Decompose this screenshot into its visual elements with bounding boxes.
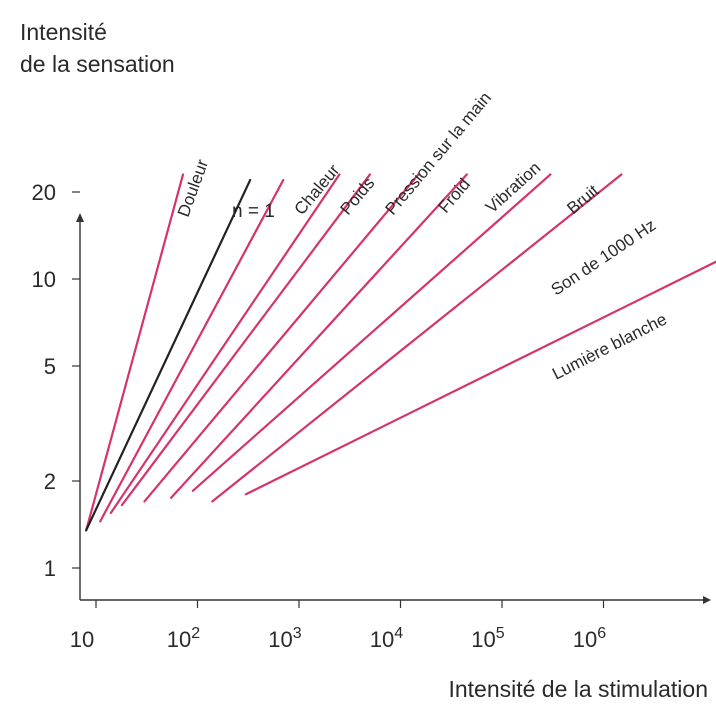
y-tick-label-2: 5 (44, 354, 56, 379)
series-label-5: Froid (435, 175, 474, 217)
x-tick-label-3: 104 (370, 625, 403, 652)
series-label-7: Bruit (563, 181, 602, 218)
x-axis-arrow (703, 596, 711, 604)
series-line-4 (120, 173, 372, 507)
series-line-3 (109, 173, 341, 515)
series-line-8 (211, 173, 623, 503)
y-tick-label-3: 10 (32, 267, 56, 292)
series-label-1: n = 1 (232, 201, 275, 222)
series-label-2: Chaleur (291, 160, 344, 218)
x-tick-label-0: 10 (70, 627, 94, 652)
x-tick-label-1: 102 (167, 625, 200, 652)
series-line-5 (143, 173, 420, 503)
series-line-6 (170, 173, 468, 499)
x-tick-label-2: 103 (268, 625, 301, 652)
x-tick-label-4: 105 (471, 625, 504, 652)
y-axis-label: Intensité de la sensation (20, 16, 175, 80)
y-tick-label-1: 2 (44, 469, 56, 494)
y-tick-label-0: 1 (44, 556, 56, 581)
series-line-7 (191, 173, 552, 492)
series-line-9 (244, 260, 716, 496)
y-axis-label-line-1: Intensité (20, 19, 107, 45)
series-line-2 (99, 178, 285, 523)
y-axis-arrow (76, 213, 84, 222)
series-line-0 (85, 173, 185, 532)
series-label-8: Son de 1000 Hz (548, 215, 660, 299)
y-tick-label-4: 20 (32, 180, 56, 205)
x-axis-label: Intensité de la stimulation (448, 676, 708, 702)
x-tick-label-5: 106 (573, 625, 606, 652)
y-axis-label-line-2: de la sensation (20, 51, 175, 77)
series-label-9: Lumière blanche (549, 310, 670, 384)
series-label-3: Poids (337, 174, 379, 219)
series-line-1 (85, 178, 252, 532)
